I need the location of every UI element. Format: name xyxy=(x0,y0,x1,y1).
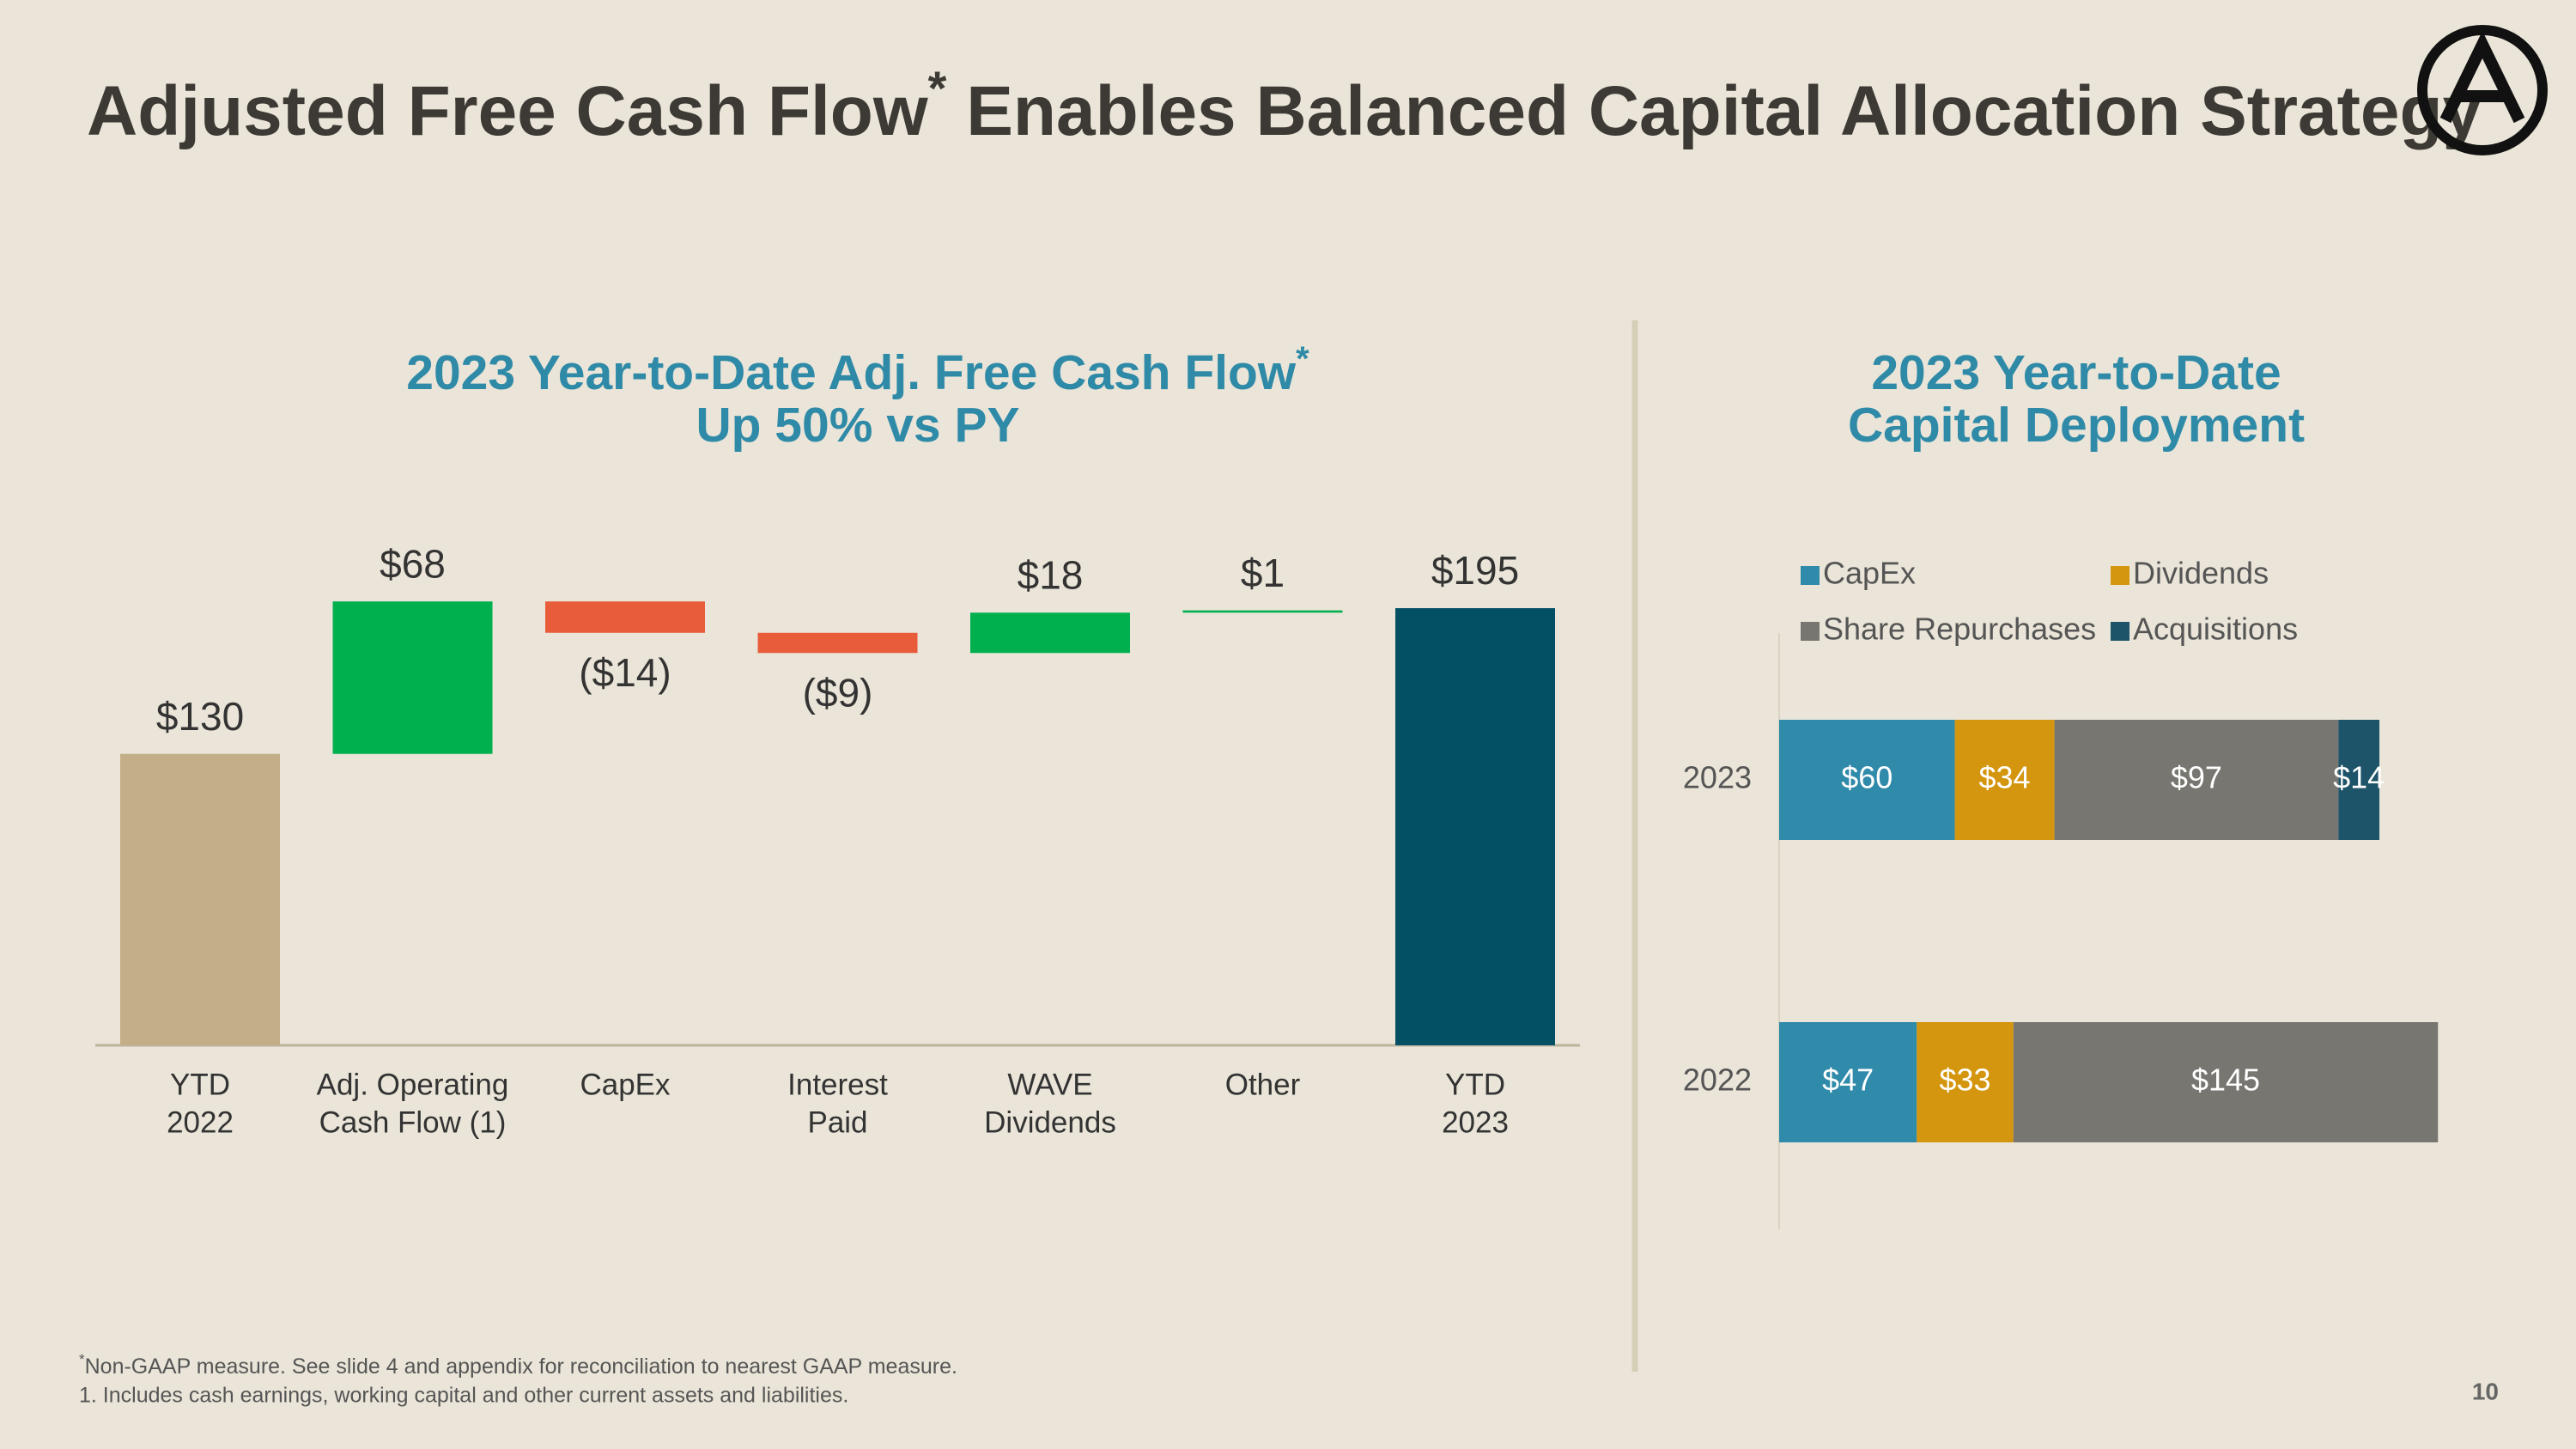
bar-segment xyxy=(2338,720,2380,840)
legend-swatch xyxy=(2111,566,2129,585)
legend-swatch xyxy=(1801,622,1820,641)
legend-swatch xyxy=(1801,566,1820,585)
footnote: 1. Includes cash earnings, working capit… xyxy=(79,1384,848,1408)
x-tick-label: CapEx xyxy=(580,1068,671,1101)
logo-letter xyxy=(2439,31,2525,124)
chart-title-text: Up 50% vs PY xyxy=(696,398,1019,453)
legend-label: Share Repurchases xyxy=(1823,612,2096,647)
chart-title: 2023 Year-to-Date Adj. Free Cash Flow* xyxy=(406,340,1309,401)
x-tick-label: WAVE xyxy=(1007,1068,1092,1101)
bar xyxy=(970,612,1130,654)
logo-ring xyxy=(2417,25,2548,155)
title-text: Adjusted Free Cash Flow xyxy=(87,72,928,150)
bar xyxy=(120,753,280,1045)
x-tick-label: 2022 xyxy=(167,1105,234,1139)
bar-segment xyxy=(1954,720,2055,840)
x-tick-label: Adj. Operating xyxy=(317,1068,509,1101)
value-label: $97 xyxy=(2171,760,2222,795)
value-label: ($9) xyxy=(803,670,873,715)
value-label: $145 xyxy=(2191,1062,2260,1098)
legend-label: Dividends xyxy=(2133,556,2269,591)
value-label: $1 xyxy=(1241,551,1285,595)
bar xyxy=(545,601,705,633)
footnote-text: Non-GAAP measure. See slide 4 and append… xyxy=(85,1355,957,1379)
legend-label: Acquisitions xyxy=(2133,612,2298,647)
value-label: $47 xyxy=(1822,1062,1874,1098)
legend-label: CapEx xyxy=(1823,556,1916,591)
value-label: $60 xyxy=(1841,760,1893,795)
y-tick-label: 2022 xyxy=(1683,1062,1752,1098)
bar-segment xyxy=(1779,1022,1917,1142)
value-label: $33 xyxy=(1939,1062,1990,1098)
title-mark: * xyxy=(928,61,947,115)
bar xyxy=(1395,608,1555,1045)
x-tick-label: Other xyxy=(1225,1068,1301,1101)
slide-title: Adjusted Free Cash Flow* Enables Balance… xyxy=(87,61,2482,150)
x-tick-label: 2023 xyxy=(1442,1105,1509,1139)
chart-title-text: Capital Deployment xyxy=(1848,398,2305,453)
footnote-mark: * xyxy=(79,1351,85,1367)
bar-segment xyxy=(1917,1022,2014,1142)
title-text: Enables Balanced Capital Allocation Stra… xyxy=(946,72,2482,150)
y-tick-label: 2023 xyxy=(1683,760,1752,795)
value-label: $68 xyxy=(380,541,446,586)
bar xyxy=(332,601,493,754)
x-tick-label: YTD xyxy=(1445,1068,1505,1101)
value-label: $195 xyxy=(1431,548,1519,593)
bar xyxy=(757,632,918,654)
chart-title: 2023 Year-to-Date xyxy=(1871,345,2281,400)
x-tick-label: YTD xyxy=(170,1068,230,1101)
chart-title: Capital Deployment xyxy=(1848,398,2305,453)
value-label: $18 xyxy=(1018,552,1084,597)
bar-segment xyxy=(1779,720,1955,840)
bar-segment xyxy=(2013,1022,2439,1142)
bar xyxy=(1182,610,1343,613)
page-number: 10 xyxy=(2472,1378,2499,1404)
footnote: *Non-GAAP measure. See slide 4 and appen… xyxy=(79,1351,957,1378)
value-label: $34 xyxy=(1979,760,2031,795)
value-label: $14 xyxy=(2333,760,2385,795)
x-tick-label: Interest xyxy=(787,1068,888,1101)
chart-title-text: 2023 Year-to-Date Adj. Free Cash Flow xyxy=(406,345,1297,400)
chart-title-mark: * xyxy=(1296,340,1309,378)
x-tick-label: Cash Flow (1) xyxy=(319,1105,507,1139)
legend-swatch xyxy=(2111,622,2129,641)
chart-title-text: 2023 Year-to-Date xyxy=(1871,345,2281,400)
bar-segment xyxy=(2054,720,2339,840)
logo xyxy=(2417,25,2548,155)
chart-title: Up 50% vs PY xyxy=(696,398,1019,453)
x-tick-label: Paid xyxy=(807,1105,867,1139)
x-tick-label: Dividends xyxy=(984,1105,1116,1139)
value-label: $130 xyxy=(156,694,244,739)
value-label: ($14) xyxy=(579,650,671,695)
